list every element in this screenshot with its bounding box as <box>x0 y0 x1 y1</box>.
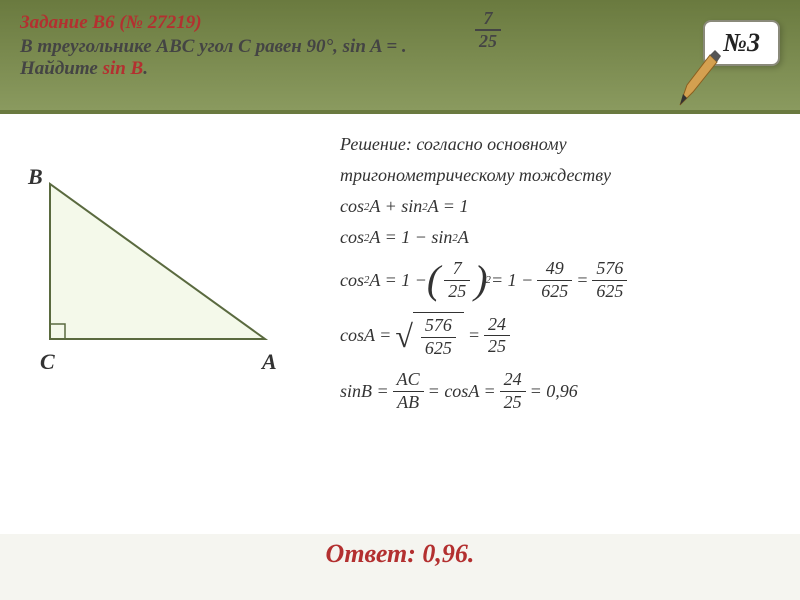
fraction-den: 25 <box>475 31 501 52</box>
problem-text-1: В треугольнике ABC угол C равен 90°, sin… <box>20 36 397 57</box>
find-text: Найдите sin B. <box>20 58 780 80</box>
eq5-f1: AC AB <box>393 369 424 413</box>
task-title: Задание B6 (№ 27219) <box>20 12 780 34</box>
eq4: cosA = √ 576 625 = 24 25 <box>340 312 780 359</box>
vertex-c: C <box>40 349 55 375</box>
vertex-b: B <box>28 164 43 190</box>
sqrt: √ 576 625 <box>395 312 464 359</box>
find-target: sin B <box>103 58 144 79</box>
eq1: cos2A + sin2A = 1 <box>340 196 780 217</box>
problem-statement: В треугольнике ABC угол C равен 90°, sin… <box>20 36 780 58</box>
eq2: cos2A = 1 − sin2A <box>340 227 780 248</box>
triangle-svg <box>20 164 300 374</box>
answer: Ответ: 0,96. <box>0 539 800 569</box>
sin-a-fraction: 7 25 <box>475 8 501 52</box>
find-label: Найдите <box>20 58 103 79</box>
solution: Решение: согласно основному тригонометри… <box>320 134 780 514</box>
find-period: . <box>143 58 148 79</box>
triangle-diagram: B C A <box>20 134 320 514</box>
header: Задание B6 (№ 27219) В треугольнике ABC … <box>0 0 800 110</box>
solution-text-1: Решение: согласно основному <box>340 134 780 155</box>
pen-icon <box>675 50 725 110</box>
eq4-f1: 24 25 <box>484 314 510 358</box>
eq3: cos2A = 1 − ( 7 25 )2 = 1 − 49 625 = 576… <box>340 258 780 302</box>
eq5: sinB = AC AB = cosA = 24 25 = 0,96 <box>340 369 780 413</box>
eq5-f2: 24 25 <box>500 369 526 413</box>
solution-text-2: тригонометрическому тождеству <box>340 165 780 186</box>
eq3-f2: 576 625 <box>592 258 627 302</box>
eq3-pfrac: 7 25 <box>444 258 470 302</box>
fraction-num: 7 <box>475 8 501 31</box>
problem-text-2: . <box>402 36 407 57</box>
vertex-a: A <box>262 349 277 375</box>
eq3-f1: 49 625 <box>537 258 572 302</box>
content-area: B C A Решение: согласно основному тригон… <box>0 114 800 534</box>
